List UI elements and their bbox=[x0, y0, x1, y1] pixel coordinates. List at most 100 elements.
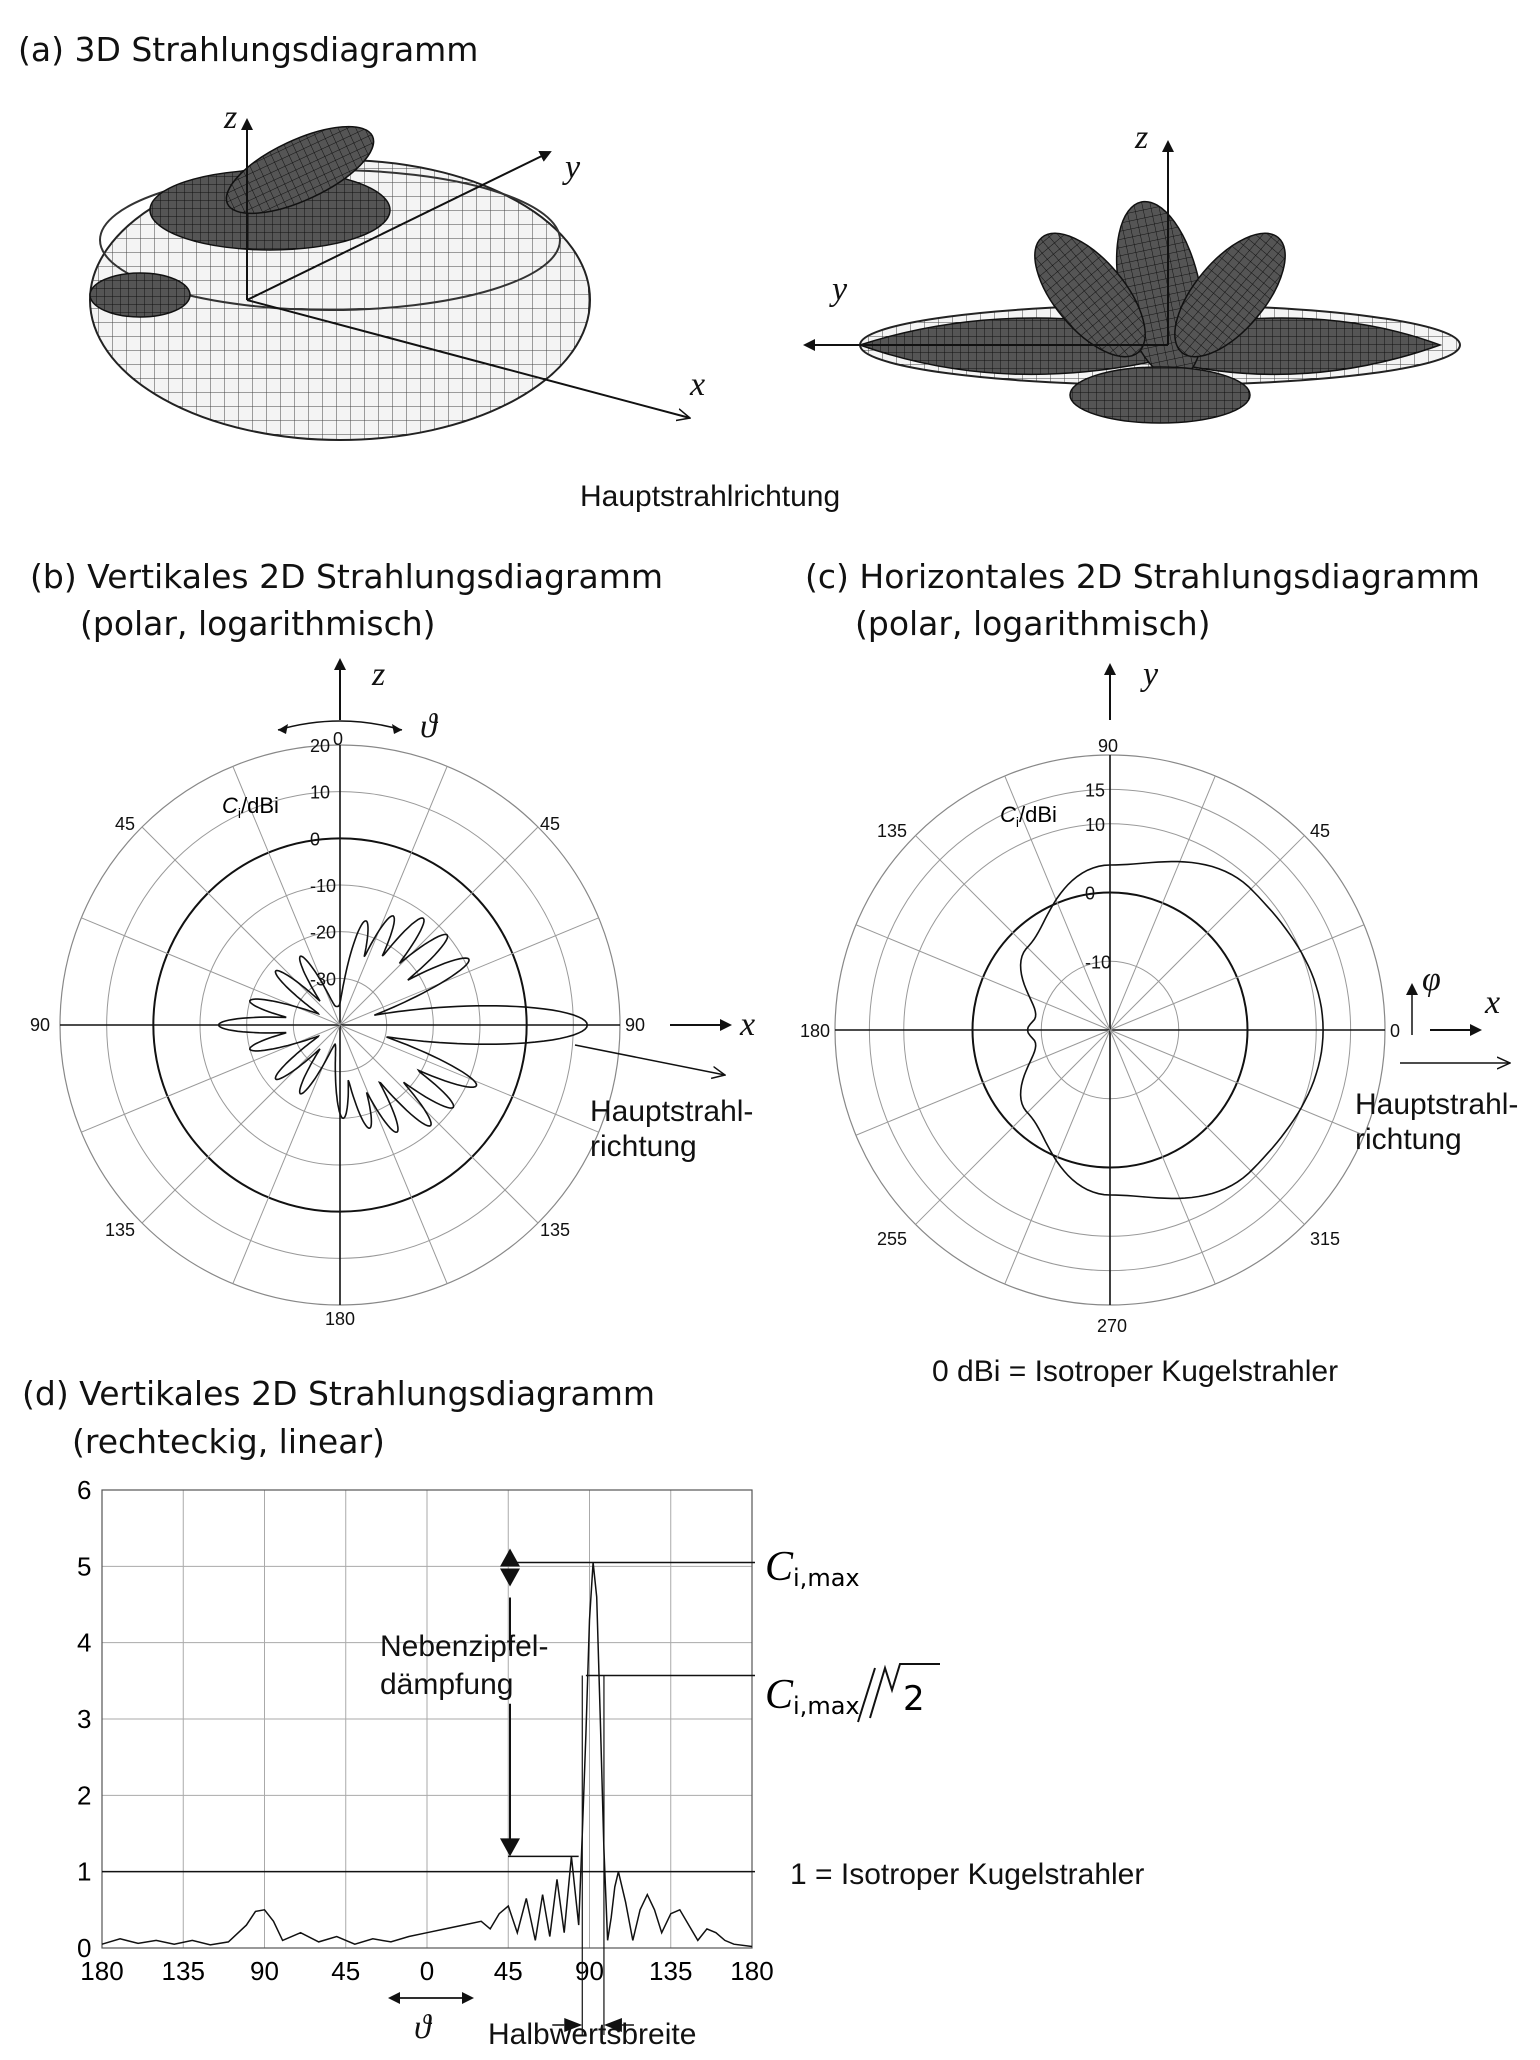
panel-b-title-line1: (b) Vertikales 2D Strahlungsdiagramm bbox=[30, 557, 664, 596]
3d-pattern-right bbox=[803, 140, 1461, 424]
y-axis-3d-left bbox=[246, 150, 552, 301]
polar-c-spoke bbox=[1109, 1029, 1216, 1285]
theta-symbol-d: ϑ bbox=[414, 2009, 433, 2046]
hpbw-arrow-left bbox=[564, 2018, 583, 2032]
panel-c-title-line2: (polar, logarithmisch) bbox=[855, 604, 1211, 643]
polar-c-spoke bbox=[1109, 924, 1365, 1031]
fraction-slash bbox=[857, 1667, 876, 1723]
x-tick-d: 180 bbox=[80, 1956, 123, 1986]
polar-b-spoke bbox=[339, 1024, 448, 1284]
line-d-grid bbox=[101, 1489, 753, 1949]
radial-tick-b: 10 bbox=[310, 783, 330, 803]
angle-180-c: 180 bbox=[800, 1021, 830, 1041]
radial-tick-b: -10 bbox=[310, 876, 336, 896]
panel-d-title-line2: (rechteckig, linear) bbox=[72, 1422, 385, 1461]
isotropic-note-c: 0 dBi = Isotroper Kugelstrahler bbox=[932, 1355, 1339, 1388]
hpbw-arrow-right bbox=[603, 2018, 622, 2032]
sqrt-sign bbox=[869, 1663, 940, 1719]
main-direction-label-3d: Hauptstrahlrichtung bbox=[580, 480, 841, 513]
polar-c-grid bbox=[834, 754, 1386, 1306]
x-tick-d: 90 bbox=[250, 1956, 279, 1986]
polar-c-spoke bbox=[1109, 1029, 1305, 1225]
x-tick-d: 45 bbox=[331, 1956, 360, 1986]
polar-b-spoke bbox=[339, 826, 539, 1026]
angle-180-b: 180 bbox=[325, 1309, 355, 1329]
polar-b-spoke bbox=[339, 917, 599, 1026]
polar-c-spoke bbox=[915, 835, 1111, 1031]
angle-90-right-b: 90 bbox=[625, 1015, 645, 1035]
polar-c-spoke bbox=[1109, 775, 1216, 1031]
polar-c-spoke bbox=[1109, 1029, 1365, 1136]
polar-c-spoke bbox=[915, 1029, 1111, 1225]
polar-c-spoke bbox=[1004, 775, 1111, 1031]
sidelobe-arrow-head-top bbox=[500, 1568, 520, 1587]
axis-label-x-b: x bbox=[739, 1006, 755, 1043]
polar-b-spoke bbox=[141, 1024, 341, 1224]
panel-b-title-line2: (polar, logarithmisch) bbox=[80, 604, 436, 643]
angle-255-c: 255 bbox=[877, 1229, 907, 1249]
polar-c-spoke bbox=[1109, 835, 1305, 1031]
sidelobe-arrow-head-bottom bbox=[500, 1838, 520, 1857]
axis-label-y-c: y bbox=[1140, 656, 1159, 693]
angle-90-c: 90 bbox=[1098, 736, 1118, 756]
plot-frame-d bbox=[101, 1489, 753, 1949]
axis-label-z-right: z bbox=[1134, 119, 1148, 156]
angle-135-right-b: 135 bbox=[540, 1220, 570, 1240]
axis-label-x-c: x bbox=[1484, 984, 1500, 1021]
main-direction-c-line1: Hauptstrahl- bbox=[1355, 1088, 1519, 1121]
angle-0-b: 0 bbox=[333, 729, 343, 749]
3d-pattern-left bbox=[89, 118, 690, 441]
main-direction-b-line1: Hauptstrahl- bbox=[590, 1095, 754, 1128]
x-tick-d: 180 bbox=[730, 1956, 773, 1986]
axis-label-y-right: y bbox=[829, 271, 848, 308]
polar-b-grid bbox=[59, 744, 621, 1306]
radial-tick-c: -10 bbox=[1085, 952, 1111, 972]
x-ticks-d: 180 135 90 45 0 45 90 135 180 bbox=[80, 1956, 773, 1986]
axis-label-z-b: z bbox=[371, 656, 385, 693]
radial-tick-c: 10 bbox=[1085, 815, 1105, 835]
angle-45-c: 45 bbox=[1310, 821, 1330, 841]
angle-90-left-b: 90 bbox=[30, 1015, 50, 1035]
panel-c-title-line1: (c) Horizontales 2D Strahlungsdiagramm bbox=[805, 557, 1480, 596]
angle-135-left-b: 135 bbox=[105, 1220, 135, 1240]
y-tick-d: 2 bbox=[77, 1780, 91, 1810]
polar-c-pattern bbox=[1019, 860, 1324, 1200]
unit-label-c: Ci/dBi bbox=[1000, 802, 1057, 830]
y-tick-d: 6 bbox=[77, 1475, 91, 1505]
radial-tick-b: 0 bbox=[310, 829, 320, 849]
axis-label-z-left: z bbox=[223, 99, 237, 136]
x-tick-d: 135 bbox=[649, 1956, 692, 1986]
radial-tick-b: 20 bbox=[310, 736, 330, 756]
y-ticks-d: 0 1 2 3 4 5 6 bbox=[77, 1475, 91, 1963]
angle-45-left-b: 45 bbox=[115, 814, 135, 834]
main-direction-arrow-b bbox=[574, 1044, 725, 1075]
polar-b-spoke bbox=[339, 1024, 599, 1133]
cmax-sqrt-label: Ci,max bbox=[765, 1672, 860, 1720]
sidelobe-label-line2: dämpfung bbox=[380, 1668, 514, 1701]
radial-tick-b: -30 bbox=[310, 969, 336, 989]
y-tick-d: 5 bbox=[77, 1551, 91, 1581]
unit-label-b: Ci/dBi bbox=[222, 793, 279, 821]
y-tick-d: 1 bbox=[77, 1857, 91, 1887]
main-direction-c-line2: richtung bbox=[1355, 1123, 1462, 1156]
polar-c-spoke bbox=[1004, 1029, 1111, 1285]
angle-0-c: 0 bbox=[1390, 1021, 1400, 1041]
polar-b-pattern bbox=[217, 915, 589, 1134]
line-d-annotations bbox=[102, 1548, 755, 2035]
axis-label-x-left: x bbox=[689, 366, 705, 403]
theta-symbol-b: ϑ bbox=[420, 708, 439, 745]
sqrt-two: 2 bbox=[903, 1679, 925, 1719]
radial-ticks-b: 20 10 0 -10 -20 -30 bbox=[310, 736, 336, 989]
x-tick-d: 0 bbox=[420, 1956, 434, 1986]
polar-c-spoke bbox=[855, 924, 1111, 1031]
radial-ticks-c: 15 10 0 -10 bbox=[1085, 780, 1111, 972]
panel-a-title: (a) 3D Strahlungsdiagramm bbox=[18, 30, 479, 69]
panel-d-title-line1: (d) Vertikales 2D Strahlungsdiagramm bbox=[22, 1374, 656, 1413]
theta-arc-b bbox=[277, 720, 403, 731]
x-tick-d: 90 bbox=[575, 1956, 604, 1986]
main-direction-b-line2: richtung bbox=[590, 1130, 697, 1163]
polar-b-spoke bbox=[339, 1024, 539, 1224]
